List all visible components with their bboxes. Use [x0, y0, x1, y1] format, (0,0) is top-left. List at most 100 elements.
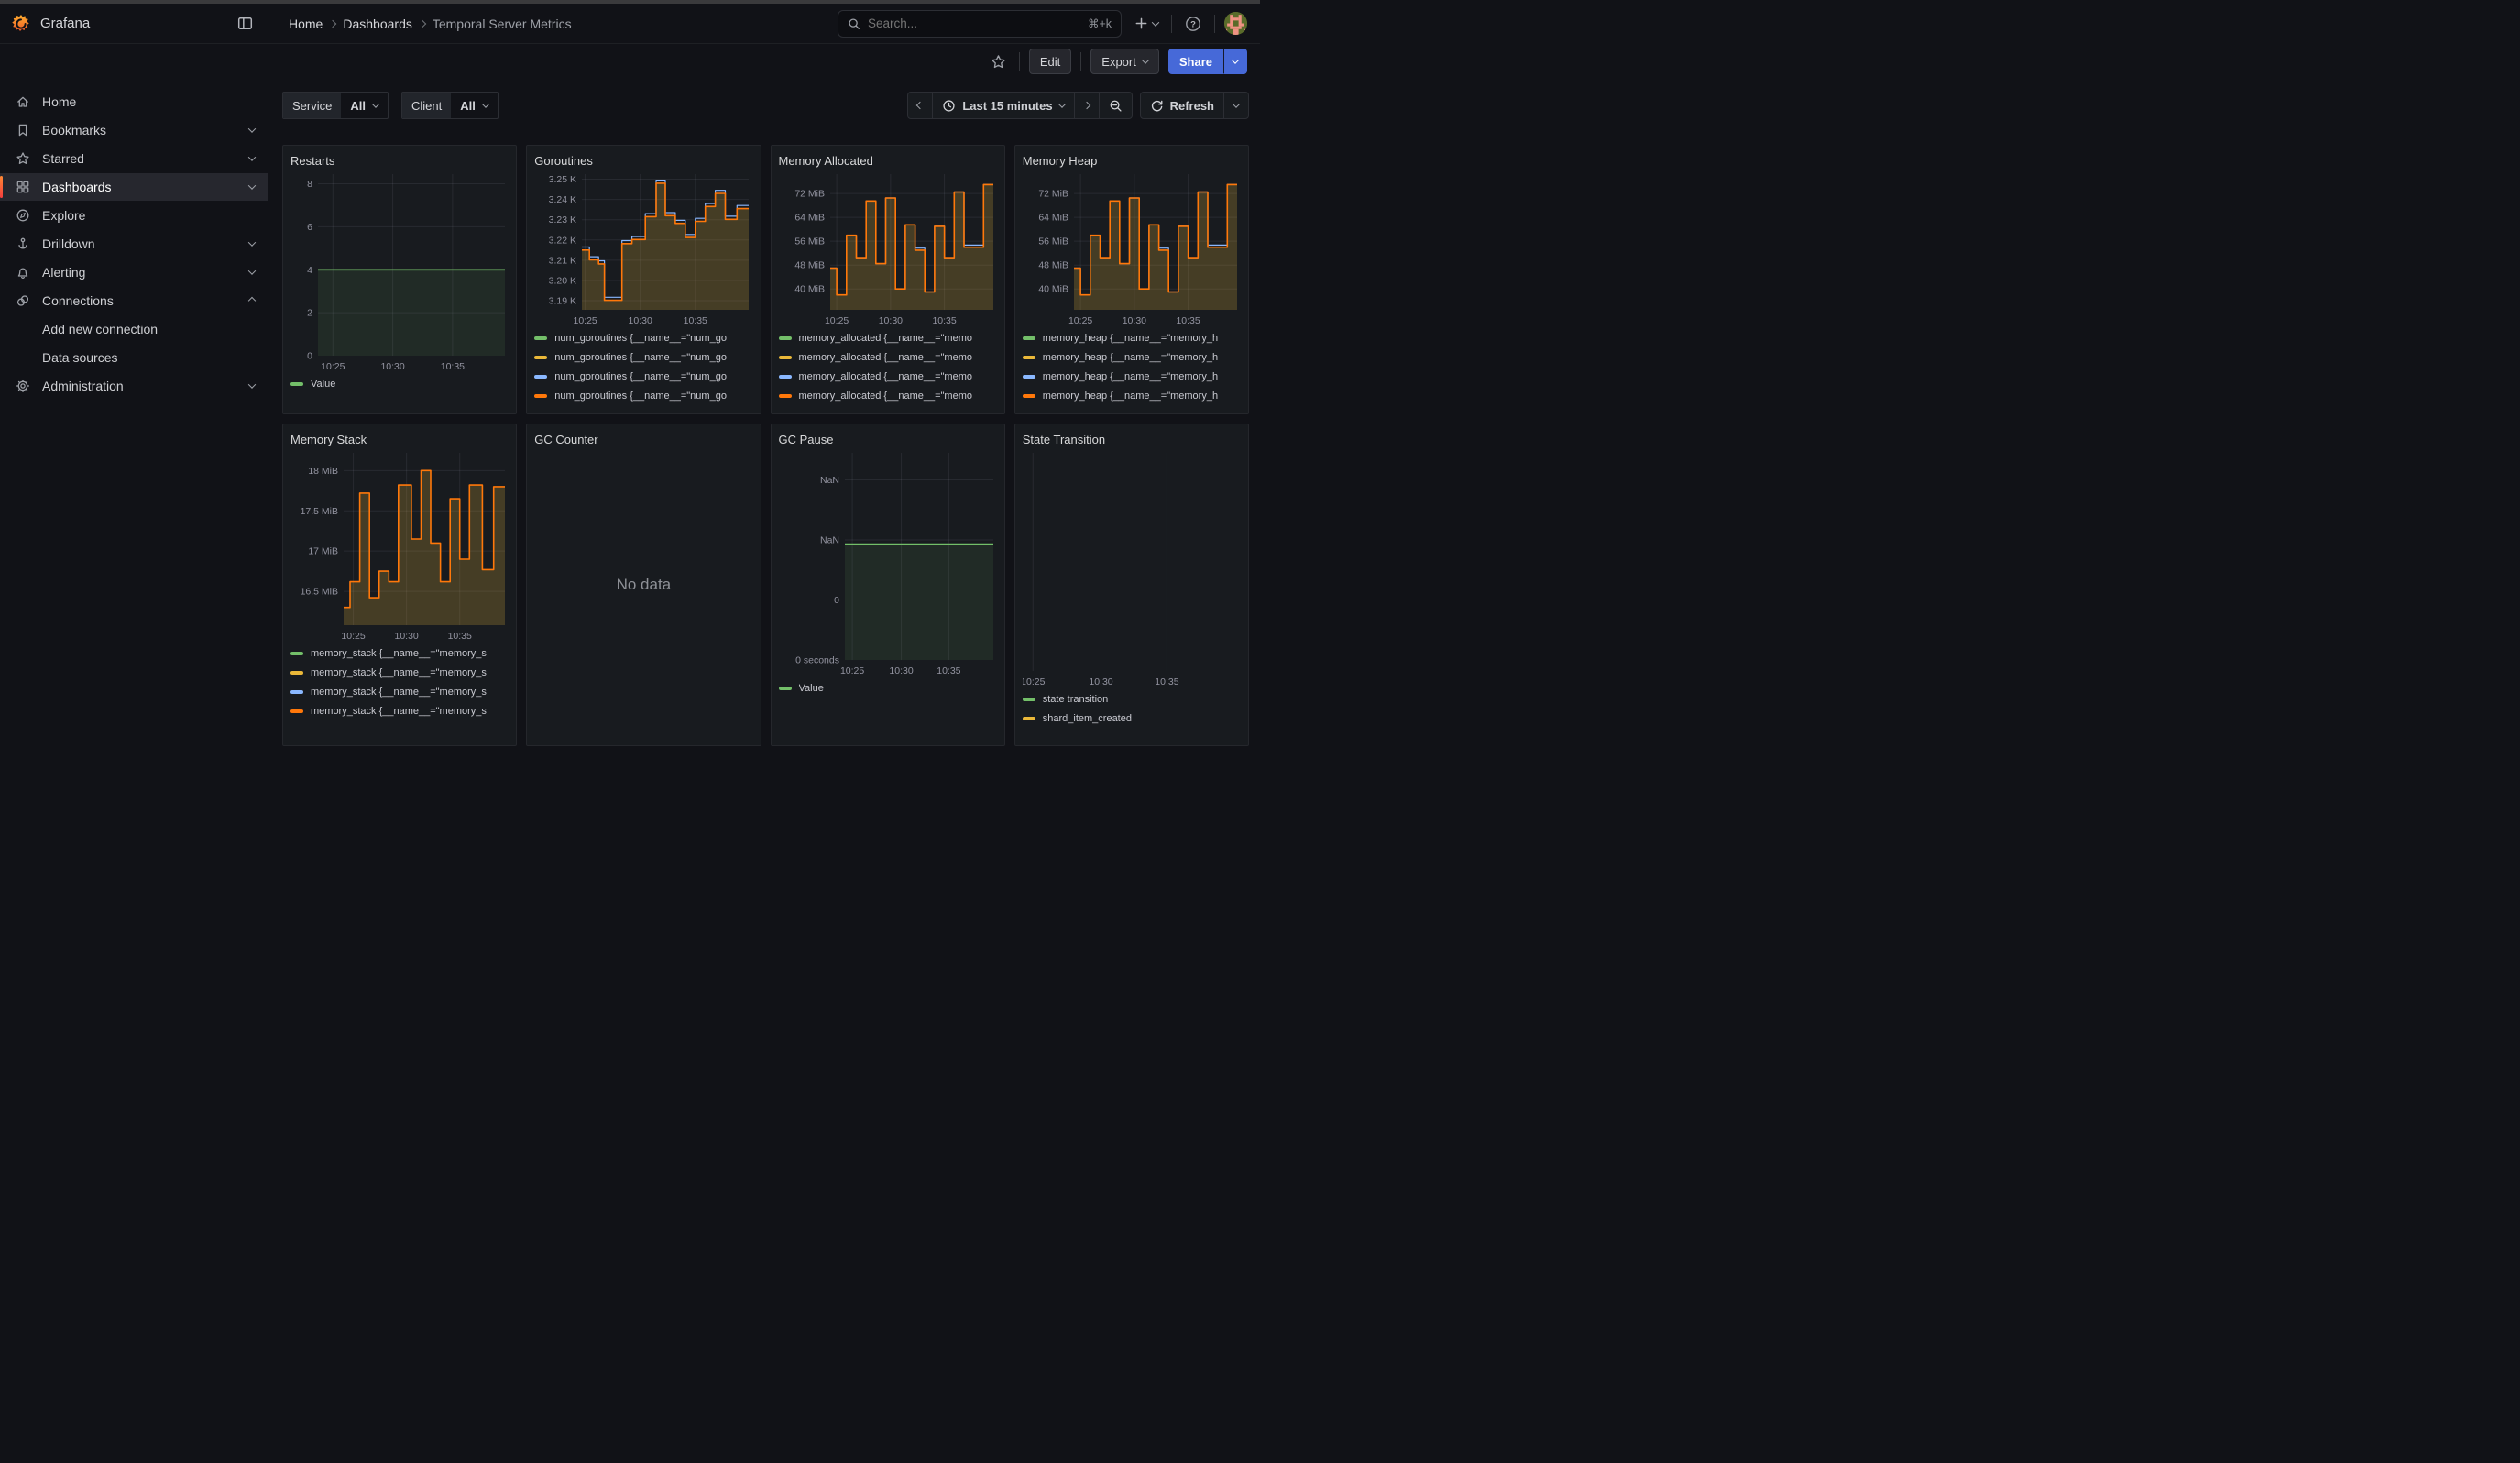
svg-text:40 MiB: 40 MiB	[794, 284, 825, 295]
time-range-picker[interactable]: Last 15 minutes	[932, 93, 1073, 118]
legend-item[interactable]: state transition	[1023, 689, 1241, 709]
connections-icon	[15, 293, 31, 308]
legend-item[interactable]: memory_stack {__name__="memory_s	[290, 682, 509, 701]
zoom-out-button[interactable]	[1099, 93, 1132, 118]
legend-item[interactable]: memory_allocated {__name__="memo	[779, 328, 997, 347]
grafana-logo-icon	[11, 14, 31, 34]
svg-text:10:25: 10:25	[824, 315, 848, 326]
brand-name: Grafana	[40, 16, 225, 31]
legend-item[interactable]: memory_stack {__name__="memory_s	[290, 644, 509, 663]
time-shift-forward-button[interactable]	[1074, 93, 1099, 118]
sidebar-item-dashboards[interactable]: Dashboards	[0, 173, 268, 201]
time-series-chart[interactable]: 10:2510:3010:350 seconds0NaNNaN	[779, 451, 997, 678]
time-series-chart[interactable]: 10:2510:3010:3502468	[290, 172, 509, 374]
chevron-left-icon	[916, 102, 924, 109]
panel-title[interactable]: Memory Heap	[1023, 154, 1098, 170]
dashboard-controls: Service All Client All	[282, 92, 1249, 119]
panel-title[interactable]: Memory Allocated	[779, 154, 873, 170]
panel-title[interactable]: State Transition	[1023, 433, 1105, 449]
sidebar-item-drilldown[interactable]: Drilldown	[0, 230, 268, 258]
time-shift-back-button[interactable]	[908, 93, 932, 118]
time-series-chart[interactable]: 10:2510:3010:353.19 K3.20 K3.21 K3.22 K3…	[534, 172, 752, 328]
sidebar-item-administration[interactable]: Administration	[0, 372, 268, 400]
search-input[interactable]	[868, 16, 1080, 30]
legend-item[interactable]: num_goroutines {__name__="num_go	[534, 328, 752, 347]
sidebar-item-explore[interactable]: Explore	[0, 202, 268, 229]
sidebar-item-starred[interactable]: Starred	[0, 145, 268, 172]
breadcrumb-dashboards[interactable]: Dashboards	[343, 16, 412, 31]
share-button[interactable]: Share	[1168, 49, 1223, 74]
refresh-icon	[1150, 99, 1164, 113]
breadcrumb-home[interactable]: Home	[289, 16, 323, 31]
edit-button[interactable]: Edit	[1029, 49, 1071, 74]
legend-item[interactable]: memory_heap {__name__="memory_h	[1023, 347, 1241, 367]
favorite-star-button[interactable]	[987, 50, 1010, 73]
panel-title[interactable]: GC Pause	[779, 433, 834, 449]
svg-text:6: 6	[307, 222, 312, 233]
svg-text:8: 8	[307, 179, 312, 190]
sidebar-item-connections[interactable]: Connections	[0, 287, 268, 314]
legend-item[interactable]: memory_allocated {__name__="memo	[779, 386, 997, 405]
help-button[interactable]: ?	[1181, 12, 1205, 36]
panel-toggle-icon	[237, 16, 253, 31]
panel-title[interactable]: Goroutines	[534, 154, 593, 170]
legend-item[interactable]: num_goroutines {__name__="num_go	[534, 386, 752, 405]
panel-gc-pause: GC Pause 10:2510:3010:350 seconds0NaNNaN…	[771, 424, 1005, 746]
export-label: Export	[1101, 55, 1136, 69]
svg-text:17 MiB: 17 MiB	[308, 546, 338, 557]
svg-text:10:30: 10:30	[380, 361, 404, 372]
svg-text:10:35: 10:35	[1155, 676, 1178, 688]
legend-item[interactable]: num_goroutines {__name__="num_go	[534, 367, 752, 386]
legend-series-label: state transition	[1043, 694, 1109, 705]
export-button[interactable]: Export	[1090, 49, 1159, 74]
time-series-chart[interactable]: 10:2510:3010:3516.5 MiB17 MiB17.5 MiB18 …	[290, 451, 509, 644]
panel-memory-heap: Memory Heap 10:2510:3010:3540 MiB48 MiB5…	[1014, 145, 1249, 414]
svg-text:NaN: NaN	[819, 534, 838, 545]
user-avatar[interactable]	[1224, 12, 1247, 35]
share-menu-button[interactable]	[1223, 49, 1247, 74]
legend-series-color-icon	[1023, 336, 1035, 340]
panel-title[interactable]: Restarts	[290, 154, 334, 170]
svg-text:56 MiB: 56 MiB	[794, 236, 825, 248]
toolbar-spacer	[0, 44, 268, 79]
legend-item[interactable]: Value	[290, 374, 509, 393]
sidebar-item-bookmarks[interactable]: Bookmarks	[0, 116, 268, 144]
legend-item[interactable]: memory_allocated {__name__="memo	[779, 347, 997, 367]
time-series-chart[interactable]: 10:2510:3010:3540 MiB48 MiB56 MiB64 MiB7…	[1023, 172, 1241, 328]
svg-text:2: 2	[307, 308, 312, 319]
legend-item[interactable]: num_goroutines {__name__="num_go	[534, 347, 752, 367]
legend-item[interactable]: shard_item_created	[1023, 709, 1241, 728]
variable-service-dropdown[interactable]: Service All	[282, 92, 389, 119]
sidebar-item-data-sources[interactable]: Data sources	[0, 344, 268, 371]
legend-series-label: num_goroutines {__name__="num_go	[554, 390, 727, 402]
chevron-down-icon	[1142, 56, 1149, 63]
legend-item[interactable]: Value	[779, 678, 997, 698]
sidebar-item-home[interactable]: Home	[0, 88, 268, 116]
sidebar-toggle-button[interactable]	[234, 12, 257, 35]
legend-item[interactable]: memory_stack {__name__="memory_s	[290, 663, 509, 682]
legend-series-label: num_goroutines {__name__="num_go	[554, 371, 727, 382]
legend-item[interactable]: memory_heap {__name__="memory_h	[1023, 328, 1241, 347]
refresh-interval-button[interactable]	[1223, 93, 1248, 118]
new-button[interactable]	[1131, 13, 1162, 34]
panel-memory-allocated: Memory Allocated 10:2510:3010:3540 MiB48…	[771, 145, 1005, 414]
legend-item[interactable]: memory_heap {__name__="memory_h	[1023, 367, 1241, 386]
variable-label: Client	[402, 93, 451, 118]
svg-text:16.5 MiB: 16.5 MiB	[301, 587, 338, 598]
time-series-chart[interactable]: 10:2510:3010:3540 MiB48 MiB56 MiB64 MiB7…	[779, 172, 997, 328]
chevron-down-icon	[1233, 100, 1240, 107]
breadcrumb-separator-icon	[329, 19, 336, 27]
legend-item[interactable]: memory_stack {__name__="memory_s	[290, 701, 509, 720]
time-series-chart[interactable]: 10:2510:3010:35	[1023, 451, 1241, 689]
chart-legend: Value	[779, 678, 997, 698]
svg-text:3.22 K: 3.22 K	[549, 235, 576, 246]
variable-client-dropdown[interactable]: Client All	[401, 92, 499, 119]
legend-item[interactable]: memory_heap {__name__="memory_h	[1023, 386, 1241, 405]
refresh-button[interactable]: Refresh	[1141, 93, 1223, 118]
sidebar-item-add-new-connection[interactable]: Add new connection	[0, 315, 268, 343]
svg-text:3.23 K: 3.23 K	[549, 214, 576, 226]
legend-item[interactable]: memory_allocated {__name__="memo	[779, 367, 997, 386]
panel-title[interactable]: Memory Stack	[290, 433, 367, 449]
search-box[interactable]: ⌘+k	[838, 10, 1122, 38]
sidebar-item-alerting[interactable]: Alerting	[0, 258, 268, 286]
